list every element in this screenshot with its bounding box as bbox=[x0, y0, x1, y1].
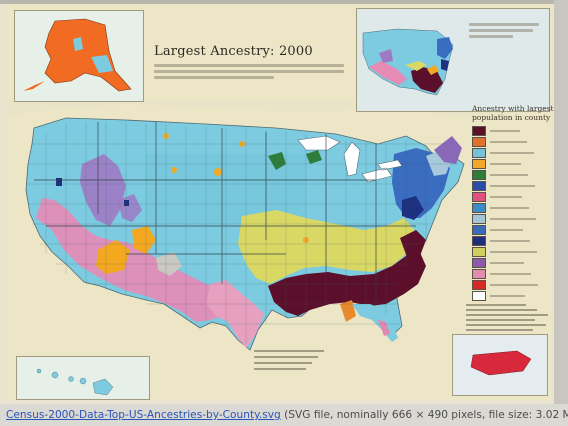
legend-swatch bbox=[472, 203, 486, 213]
legend-swatch bbox=[472, 126, 486, 136]
legend-swatch bbox=[472, 214, 486, 224]
legend-entry-text bbox=[490, 229, 523, 231]
legend-entry-text bbox=[490, 240, 530, 242]
legend-swatch bbox=[472, 181, 486, 191]
state-ancestry-mini-map bbox=[362, 28, 454, 96]
legend-swatch bbox=[472, 236, 486, 246]
legend-entry-text bbox=[490, 152, 534, 154]
inset-caption-text bbox=[469, 35, 513, 38]
source-note-text bbox=[254, 356, 318, 358]
legend-entry-text bbox=[490, 196, 522, 198]
legend-swatch bbox=[472, 148, 486, 158]
legend-swatch bbox=[472, 258, 486, 268]
legend-entry-text bbox=[490, 185, 535, 187]
ancestry-map-poster: Largest Ancestry: 2000 Ancestry with lar… bbox=[6, 4, 554, 400]
legend-title-line: Ancestry with largest bbox=[472, 104, 554, 113]
legend-entry-text bbox=[490, 273, 531, 275]
legend-entry-text bbox=[490, 295, 525, 297]
american-ancestry-region bbox=[238, 210, 416, 284]
file-caption: Census-2000-Data-Top-US-Ancestries-by-Co… bbox=[0, 404, 568, 426]
subtitle-text bbox=[154, 70, 344, 73]
source-note-text bbox=[254, 368, 306, 370]
legend-entry-text bbox=[490, 207, 529, 209]
legend-title: Ancestry with largest population in coun… bbox=[472, 104, 554, 122]
legend-entry-text bbox=[490, 218, 536, 220]
photo-edge bbox=[0, 0, 568, 4]
legend-entry-text bbox=[490, 262, 524, 264]
note-text bbox=[466, 309, 537, 311]
legend-swatch bbox=[472, 159, 486, 169]
note-text bbox=[466, 324, 546, 326]
photo-frame: Largest Ancestry: 2000 Ancestry with lar… bbox=[0, 0, 568, 404]
subtitle-text bbox=[154, 64, 344, 67]
legend-title-line: population in county bbox=[472, 113, 551, 122]
inset-caption-text bbox=[469, 23, 539, 26]
subtitle-text bbox=[154, 76, 274, 79]
source-note-text bbox=[254, 350, 324, 352]
legend-entry-text bbox=[490, 130, 520, 132]
alaska-map bbox=[23, 18, 132, 92]
legend-entry-text bbox=[490, 141, 527, 143]
file-link[interactable]: Census-2000-Data-Top-US-Ancestries-by-Co… bbox=[6, 409, 281, 421]
photo-edge bbox=[554, 0, 568, 404]
legend-swatch bbox=[472, 225, 486, 235]
source-note-text bbox=[254, 362, 312, 364]
legend-swatch bbox=[472, 280, 486, 290]
legend-swatch bbox=[472, 137, 486, 147]
note-text bbox=[466, 304, 526, 306]
state-ancestry-inset bbox=[356, 8, 550, 112]
file-info: (SVG file, nominally 666 × 490 pixels, f… bbox=[284, 409, 568, 421]
puerto-rico-map bbox=[470, 350, 532, 376]
ancestry-legend: Ancestry with largest population in coun… bbox=[470, 104, 554, 301]
legend-swatch bbox=[472, 247, 486, 257]
hawaii-inset bbox=[16, 356, 150, 400]
african-american-region bbox=[268, 248, 426, 316]
legend-entry-text bbox=[490, 251, 537, 253]
legend-swatch bbox=[472, 192, 486, 202]
map-title: Largest Ancestry: 2000 bbox=[154, 44, 313, 59]
note-text bbox=[466, 329, 533, 331]
legend-entry-text bbox=[490, 174, 528, 176]
source-note bbox=[254, 344, 334, 380]
legend-swatch bbox=[472, 291, 486, 301]
puerto-rico-inset bbox=[452, 334, 548, 396]
note-text bbox=[466, 319, 535, 321]
legend-entry-text bbox=[490, 163, 521, 165]
legend-swatch bbox=[472, 269, 486, 279]
alaska-inset bbox=[14, 10, 144, 102]
note-text bbox=[466, 314, 548, 316]
legend-entry-text bbox=[490, 284, 538, 286]
hawaii-map bbox=[36, 368, 114, 396]
legend-swatch bbox=[472, 170, 486, 180]
inset-caption-text bbox=[469, 29, 533, 32]
us-county-ancestry-map bbox=[6, 100, 552, 351]
